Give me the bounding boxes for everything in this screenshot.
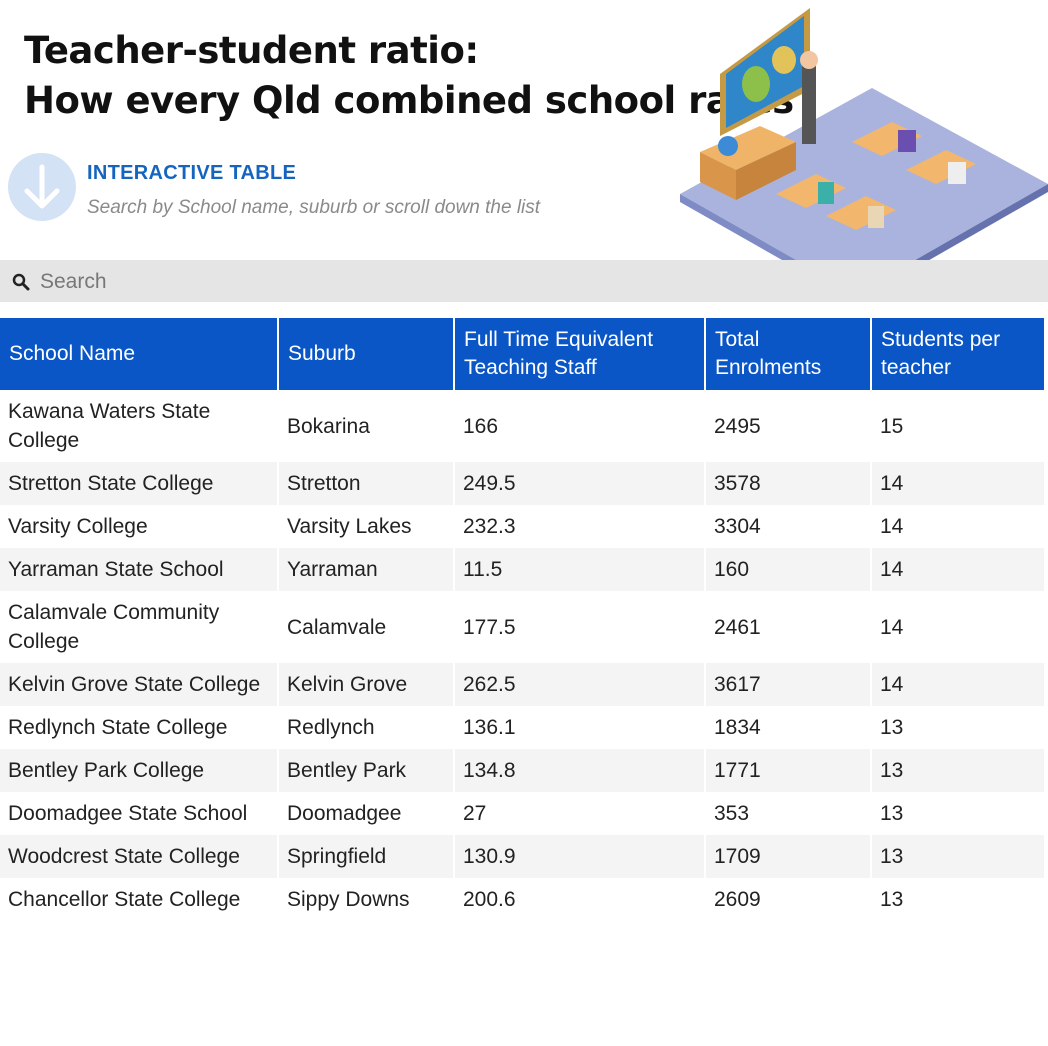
table-cell: 2609	[705, 878, 872, 921]
table-cell: 200.6	[454, 878, 706, 921]
page-title: Teacher-student ratio: How every Qld com…	[24, 26, 794, 126]
table-cell: Bentley Park College	[0, 749, 279, 792]
table-cell: Bokarina	[278, 390, 455, 462]
table-cell: Yarraman	[278, 548, 455, 591]
table-cell: 1834	[705, 706, 872, 749]
search-box[interactable]: Search	[0, 260, 1048, 302]
table-cell: Springfield	[278, 835, 455, 878]
table-cell: 11.5	[454, 548, 706, 591]
column-header[interactable]: Total Enrolments	[705, 318, 872, 390]
table-cell: 13	[871, 835, 1046, 878]
table-cell: 27	[454, 792, 706, 835]
table-cell: 15	[871, 390, 1046, 462]
table-cell: 249.5	[454, 462, 706, 505]
table-cell: Kelvin Grove State College	[0, 663, 279, 706]
table-row: Calamvale Community College Calamvale 177.…	[0, 591, 1046, 663]
table-cell: Varsity College	[0, 505, 279, 548]
table-cell: Kawana Waters State College	[0, 390, 279, 462]
table-cell: 2495	[705, 390, 872, 462]
header-row: School Name Suburb Full Time Equivalent Te…	[0, 318, 1046, 390]
column-header[interactable]: Students per teacher	[871, 318, 1046, 390]
column-header[interactable]: School Name	[0, 318, 279, 390]
intro-label: INTERACTIVE TABLE	[87, 162, 297, 184]
table-cell: Chancellor State College	[0, 878, 279, 921]
table-cell: Kelvin Grove	[278, 663, 455, 706]
table-row: Stretton State College Stretton 249.5 3578 1…	[0, 462, 1046, 505]
table-cell: 3578	[705, 462, 872, 505]
table-cell: 14	[871, 591, 1046, 663]
table-row: Bentley Park College Bentley Park 134.8 177…	[0, 749, 1046, 792]
table-cell: 136.1	[454, 706, 706, 749]
table-cell: 160	[705, 548, 872, 591]
table-cell: 177.5	[454, 591, 706, 663]
table-cell: 13	[871, 878, 1046, 921]
data-table: School Name Suburb Full Time Equivalent Te…	[0, 318, 1046, 921]
table-cell: 1709	[705, 835, 872, 878]
table-cell: Yarraman State School	[0, 548, 279, 591]
title-line: Teacher-student ratio:	[24, 29, 479, 72]
table-cell: Varsity Lakes	[278, 505, 455, 548]
table-row: Varsity College Varsity Lakes 232.3 3304 14	[0, 505, 1046, 548]
table-row: Kelvin Grove State College Kelvin Grove 26…	[0, 663, 1046, 706]
search-placeholder: Search	[40, 270, 107, 293]
table-cell: 14	[871, 505, 1046, 548]
intro-hint: Search by School name, suburb or scroll …	[87, 197, 541, 218]
column-header[interactable]: Full Time Equivalent Teaching Staff	[454, 318, 706, 390]
table-cell: 13	[871, 749, 1046, 792]
table-cell: Redlynch	[278, 706, 455, 749]
table-row: Kawana Waters State College Bokarina 166 24…	[0, 390, 1046, 462]
table-cell: 262.5	[454, 663, 706, 706]
table-cell: 3304	[705, 505, 872, 548]
title-line: How every Qld combined school rates	[24, 79, 794, 122]
table-cell: Calamvale	[278, 591, 455, 663]
table-cell: Woodcrest State College	[0, 835, 279, 878]
table-cell: 13	[871, 706, 1046, 749]
table-cell: 1771	[705, 749, 872, 792]
column-header[interactable]: Suburb	[278, 318, 455, 390]
table-cell: Stretton	[278, 462, 455, 505]
classroom-illustration	[680, 8, 1048, 302]
table-body: Kawana Waters State College Bokarina 166 24…	[0, 390, 1046, 921]
table-row: Doomadgee State School Doomadgee 27 353 13	[0, 792, 1046, 835]
table-row: Chancellor State College Sippy Downs 200.6…	[0, 878, 1046, 921]
table-row: Woodcrest State College Springfield 130.9 1…	[0, 835, 1046, 878]
search-icon	[12, 273, 30, 291]
table-cell: 232.3	[454, 505, 706, 548]
table-cell: Doomadgee	[278, 792, 455, 835]
table-cell: 14	[871, 663, 1046, 706]
table-cell: 2461	[705, 591, 872, 663]
table-cell: 3617	[705, 663, 872, 706]
table-cell: 14	[871, 548, 1046, 591]
table-row: Yarraman State School Yarraman 11.5 160 14	[0, 548, 1046, 591]
table-cell: 13	[871, 792, 1046, 835]
table-cell: Stretton State College	[0, 462, 279, 505]
table-cell: 166	[454, 390, 706, 462]
table-cell: 130.9	[454, 835, 706, 878]
table-cell: Sippy Downs	[278, 878, 455, 921]
table-cell: 353	[705, 792, 872, 835]
table-row: Redlynch State College Redlynch 136.1 1834 1…	[0, 706, 1046, 749]
table-cell: Bentley Park	[278, 749, 455, 792]
table-cell: Calamvale Community College	[0, 591, 279, 663]
table-cell: 134.8	[454, 749, 706, 792]
table-cell: Doomadgee State School	[0, 792, 279, 835]
scroll-icon	[8, 153, 76, 221]
table-cell: 14	[871, 462, 1046, 505]
table-cell: Redlynch State College	[0, 706, 279, 749]
